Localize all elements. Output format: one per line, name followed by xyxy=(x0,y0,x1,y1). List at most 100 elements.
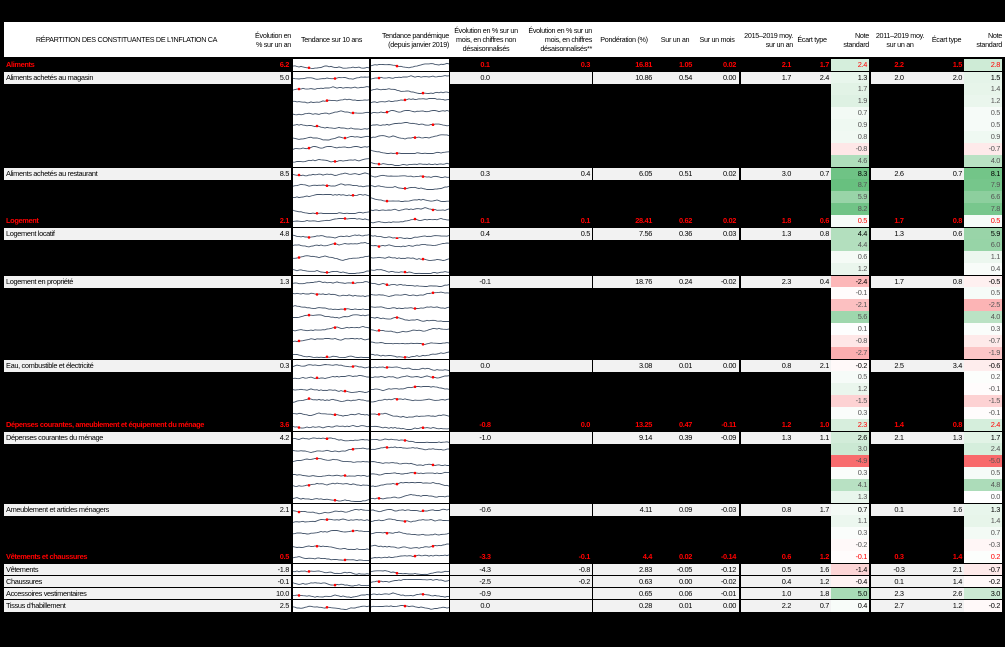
sparkline-pandemic xyxy=(370,168,449,180)
zscore-2015-2019: 5.6 xyxy=(831,311,869,323)
cell-s2: 0.8 xyxy=(952,216,963,225)
hidden-row: 4.4 6.0 xyxy=(4,239,1005,251)
zscore-2015-2019: 0.4 xyxy=(831,600,869,612)
cell-weight: 4.4 xyxy=(642,552,653,561)
cell-cMoM: 0.00 xyxy=(723,73,736,82)
sparkline-10y xyxy=(292,228,370,240)
header-trend-10y: Tendance sur 10 ans xyxy=(300,35,363,44)
cell-momNSA: 0.0 xyxy=(480,601,490,610)
hidden-row: 1.1 1.4 xyxy=(4,515,1005,527)
zscore-2011-2019: 0.9 xyxy=(964,131,1002,143)
cell-cYoY: 0.39 xyxy=(679,433,692,442)
sparkline-pandemic xyxy=(370,515,450,527)
sparkline-10y xyxy=(292,515,370,527)
zscore-2015-2019: 0.1 xyxy=(831,323,869,335)
zscore-2011-2019: -0.6 xyxy=(964,360,1002,372)
row-label: Aliments achetés au restaurant xyxy=(6,169,98,178)
header-mom-nsa: Évolution en % sur un mois, en chiffres … xyxy=(454,26,518,53)
table-row: Aliments achetés au restaurant 8.5 0.3 0.4 6… xyxy=(4,167,1005,180)
sparkline-pandemic xyxy=(370,83,450,95)
zscore-2015-2019: -0.8 xyxy=(831,143,869,155)
cell-momSA xyxy=(522,600,592,612)
cell-weight: 0.28 xyxy=(639,601,652,610)
zscore-2011-2019: -0.3 xyxy=(964,539,1002,551)
cell-yoy: 3.6 xyxy=(279,420,290,429)
sparkline-10y xyxy=(292,72,370,84)
cell-s2: 3.4 xyxy=(952,361,963,370)
header-sd-2011-2019: Écart type xyxy=(931,35,962,44)
cell-cMoM: -0.02 xyxy=(720,577,736,586)
cell-s1: 0.7 xyxy=(819,601,830,610)
cell-weight: 10.86 xyxy=(635,73,652,82)
cell-s2: 2.0 xyxy=(952,73,963,82)
cell-cMoM: -0.14 xyxy=(720,552,736,561)
hidden-row: 8.2 7.8 xyxy=(4,203,1005,215)
table-row: Ameublement et articles ménagers 2.1 -0.6 4… xyxy=(4,503,1005,516)
sparkline-10y xyxy=(292,455,370,467)
hidden-row: -0.2 -0.3 xyxy=(4,539,1005,551)
cell-a1: 0.8 xyxy=(781,361,792,370)
row-label: Logement locatif xyxy=(6,229,55,238)
sparkline-pandemic xyxy=(370,576,450,588)
cell-yoy: 4.2 xyxy=(279,433,290,442)
sparkline-10y xyxy=(292,551,370,563)
cell-cYoY: 0.01 xyxy=(679,361,692,370)
zscore-2015-2019: 1.3 xyxy=(831,491,869,503)
cell-cMoM: -0.03 xyxy=(720,505,736,514)
cell-weight: 9.14 xyxy=(639,433,652,442)
header-weight: Pondération (%) xyxy=(600,35,648,44)
zscore-2011-2019: -0.7 xyxy=(964,564,1002,576)
sparkline-pandemic xyxy=(370,179,450,191)
cell-s1: 1.8 xyxy=(819,589,830,598)
zscore-2011-2019: 7.9 xyxy=(964,179,1002,191)
sparkline-pandemic xyxy=(371,407,450,419)
row-label: Vêtements xyxy=(6,565,39,574)
sparkline-pandemic xyxy=(370,600,450,612)
hidden-row: -0.8 -0.7 xyxy=(4,335,1005,347)
sparkline-10y xyxy=(292,588,370,600)
sparkline-pandemic xyxy=(370,479,450,491)
zscore-2015-2019: 0.7 xyxy=(831,107,869,119)
zscore-2011-2019: -1.5 xyxy=(964,395,1002,407)
sparkline-10y xyxy=(292,479,370,491)
cell-yoy: 1.3 xyxy=(279,277,290,286)
zscore-2015-2019: 0.9 xyxy=(831,119,869,131)
sparkline-pandemic xyxy=(370,131,450,143)
zscore-2015-2019: -0.1 xyxy=(831,287,869,299)
cell-a2: 0.3 xyxy=(894,552,904,561)
zscore-2015-2019: 4.4 xyxy=(831,228,869,240)
sparkline-10y xyxy=(292,155,370,167)
sparkline-pandemic xyxy=(370,504,450,516)
sparkline-pandemic xyxy=(370,311,449,323)
zscore-2015-2019: 4.1 xyxy=(831,479,869,491)
cell-a2: 2.3 xyxy=(894,589,904,598)
cell-a1: 1.3 xyxy=(781,433,792,442)
cell-a1: 0.4 xyxy=(781,577,792,586)
zscore-2011-2019: 0.5 xyxy=(964,467,1002,479)
cell-s1: 0.4 xyxy=(819,277,830,286)
cell-momNSA: 0.1 xyxy=(480,60,490,69)
zscore-2011-2019: 4.0 xyxy=(964,155,1002,167)
sparkline-pandemic xyxy=(370,527,450,539)
cell-weight: 2.83 xyxy=(639,565,652,574)
zscore-2011-2019: 4.8 xyxy=(964,479,1002,491)
hidden-row: 0.9 0.5 xyxy=(4,119,1005,131)
cell-weight: 3.08 xyxy=(639,361,652,370)
cell-cYoY: 0.47 xyxy=(679,420,692,429)
sparkline-pandemic xyxy=(370,203,450,215)
cell-yoy: 0.5 xyxy=(279,552,290,561)
zscore-2011-2019: 0.5 xyxy=(964,287,1002,299)
zscore-2015-2019: 1.2 xyxy=(831,263,869,275)
sparkline-10y xyxy=(292,215,370,227)
sparkline-pandemic xyxy=(370,72,450,84)
cell-momSA: -0.2 xyxy=(578,577,591,586)
cell-s1: 2.4 xyxy=(819,73,830,82)
cell-a1: 1.0 xyxy=(781,589,792,598)
sparkline-pandemic xyxy=(370,143,450,155)
cell-s2: 1.4 xyxy=(952,577,963,586)
cell-a2: 0.1 xyxy=(894,505,904,514)
zscore-2011-2019: -0.5 xyxy=(964,276,1002,288)
cell-momNSA: -0.6 xyxy=(479,505,491,514)
zscore-2011-2019: -0.7 xyxy=(964,335,1002,347)
zscore-2015-2019: 2.4 xyxy=(831,59,869,71)
